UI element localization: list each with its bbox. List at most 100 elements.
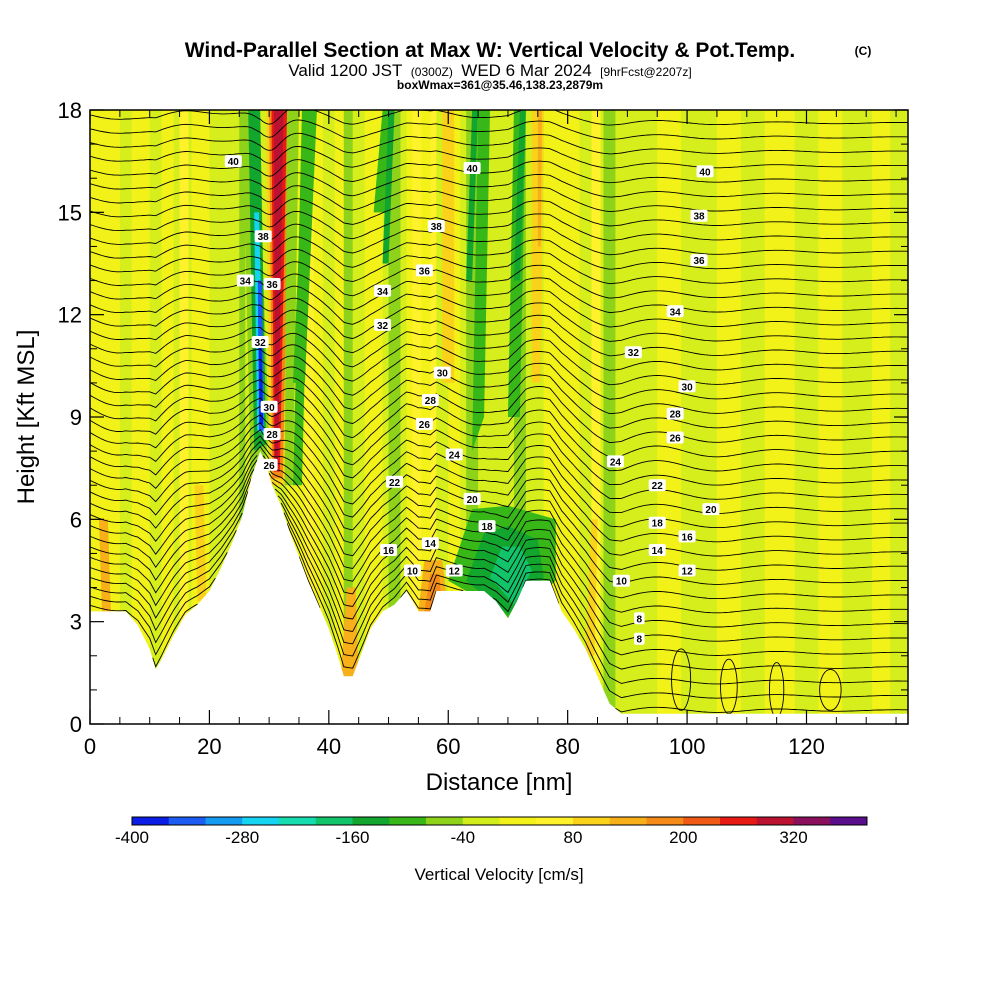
colorbar-swatch bbox=[132, 817, 170, 825]
svg-text:18: 18 bbox=[481, 522, 493, 533]
theta-contour-line bbox=[90, 455, 908, 585]
theta-contour-label: 12 bbox=[445, 564, 463, 578]
theta-contour-label: 28 bbox=[666, 407, 684, 421]
colorbar-swatch bbox=[830, 817, 868, 825]
theta-contour-label: 16 bbox=[380, 544, 398, 557]
x-tick-label: 80 bbox=[555, 734, 579, 759]
theta-contour-label: 34 bbox=[236, 274, 254, 288]
y-tick-label: 3 bbox=[70, 610, 82, 635]
terrain-mask bbox=[90, 451, 908, 724]
svg-text:14: 14 bbox=[425, 539, 437, 550]
theta-contour-line bbox=[90, 366, 908, 429]
updraft-band bbox=[591, 110, 601, 724]
svg-text:36: 36 bbox=[693, 256, 705, 267]
x-tick-label: 40 bbox=[317, 734, 341, 759]
theta-contour-label: 18 bbox=[648, 516, 666, 530]
svg-text:8: 8 bbox=[637, 635, 643, 646]
x-tick-label: 100 bbox=[669, 734, 706, 759]
theta-contour-label: 30 bbox=[433, 366, 451, 380]
theta-contour-label: 18 bbox=[478, 520, 496, 533]
theta-contour-label: 38 bbox=[254, 230, 272, 243]
theta-contour-line bbox=[90, 146, 908, 169]
theta-contour-line bbox=[90, 132, 908, 155]
theta-contour-label: 28 bbox=[263, 428, 281, 441]
svg-text:32: 32 bbox=[628, 348, 640, 359]
theta-contour-line bbox=[90, 273, 908, 313]
svg-text:20: 20 bbox=[467, 495, 479, 506]
colorbar: -400 -280 -160 -40 80 200 320 bbox=[115, 816, 868, 847]
colorbar-label: Vertical Velocity [cm/s] bbox=[414, 865, 583, 884]
box-wmax-info: boxWmax=361@35.46,138.23,2879m bbox=[397, 78, 603, 92]
svg-text:12: 12 bbox=[449, 567, 461, 578]
theta-contour-line bbox=[90, 523, 908, 699]
updraft-band bbox=[194, 485, 207, 602]
svg-text:32: 32 bbox=[377, 321, 389, 332]
theta-contour-label: 22 bbox=[386, 475, 404, 489]
colorbar-tick-label: 80 bbox=[564, 828, 583, 847]
theta-contour-line bbox=[90, 119, 908, 140]
copyright-mark: (C) bbox=[855, 44, 872, 58]
svg-text:10: 10 bbox=[407, 567, 419, 578]
downdraft-band bbox=[466, 110, 479, 281]
svg-text:28: 28 bbox=[670, 410, 682, 421]
theta-contour-label: 26 bbox=[260, 458, 278, 472]
theta-contour-line bbox=[90, 223, 908, 256]
downdraft-band bbox=[490, 546, 532, 605]
theta-label-layer: 40 40 40 38 38 38 36 36 36 34 34 34 32 32 32 30 30 30 28 28… bbox=[224, 155, 720, 646]
downdraft-weak-band bbox=[466, 110, 479, 724]
svg-text:20: 20 bbox=[705, 505, 717, 516]
theta-contour-line bbox=[90, 459, 908, 600]
x-tick-label: 0 bbox=[84, 734, 96, 759]
theta-contour-label: 34 bbox=[374, 284, 392, 298]
svg-text:38: 38 bbox=[431, 222, 443, 233]
theta-contour-label: 36 bbox=[263, 277, 281, 291]
theta-contour-line bbox=[90, 285, 908, 328]
y-tick-label: 12 bbox=[58, 303, 82, 328]
colorbar-swatch bbox=[389, 817, 427, 825]
svg-text:22: 22 bbox=[652, 481, 664, 492]
y-tick-label: 6 bbox=[70, 507, 82, 532]
valid-utc: (0300Z) bbox=[411, 65, 453, 79]
svg-text:34: 34 bbox=[240, 277, 252, 288]
theta-contour-line bbox=[90, 355, 908, 415]
svg-text:40: 40 bbox=[228, 157, 240, 168]
theta-contour-line bbox=[90, 321, 908, 371]
svg-text:26: 26 bbox=[264, 461, 276, 472]
theta-contour-line bbox=[90, 512, 908, 685]
theta-contour-line bbox=[90, 488, 908, 642]
colorbar-swatch bbox=[756, 817, 794, 825]
colorbar-swatch bbox=[462, 817, 500, 825]
theta-contour-line bbox=[90, 297, 908, 342]
theta-contour-label: 40 bbox=[463, 161, 481, 175]
svg-text:26: 26 bbox=[419, 420, 431, 431]
x-axis-label: Distance [nm] bbox=[426, 769, 573, 796]
downdraft-weak-band bbox=[239, 110, 246, 724]
valid-prefix: Valid 1200 JST bbox=[288, 61, 402, 80]
theta-contour-line bbox=[90, 236, 908, 270]
colorbar-tick-label: -40 bbox=[450, 828, 475, 847]
theta-contour-label: 30 bbox=[260, 400, 278, 414]
svg-text:14: 14 bbox=[652, 546, 664, 557]
updraft-weak-band bbox=[364, 110, 383, 724]
colorbar-swatch bbox=[168, 817, 206, 825]
chart-title: Wind-Parallel Section at Max W: Vertical… bbox=[185, 39, 796, 62]
updraft-weak-band bbox=[818, 110, 843, 724]
colorbar-swatch bbox=[793, 817, 831, 825]
theta-contour-line bbox=[90, 172, 908, 198]
forecast-info: [9hrFcst@2207z] bbox=[600, 65, 692, 79]
updraft-weak-band bbox=[448, 110, 461, 724]
updraft-weak-band bbox=[131, 110, 150, 724]
downdraft-band bbox=[472, 110, 491, 452]
theta-contour-label: 32 bbox=[624, 346, 642, 359]
theta-contour-line bbox=[90, 185, 908, 213]
theta-contour-line bbox=[90, 309, 908, 357]
svg-text:18: 18 bbox=[652, 519, 664, 530]
colorbar-tick-label: 200 bbox=[669, 828, 697, 847]
svg-text:10: 10 bbox=[616, 577, 628, 588]
updraft-band bbox=[430, 110, 437, 724]
svg-text:16: 16 bbox=[682, 532, 694, 543]
theta-contour-line bbox=[90, 414, 908, 500]
theta-contour-label: 10 bbox=[612, 574, 630, 588]
theta-contour-line bbox=[90, 198, 908, 227]
theta-contour-label: 40 bbox=[224, 155, 242, 168]
